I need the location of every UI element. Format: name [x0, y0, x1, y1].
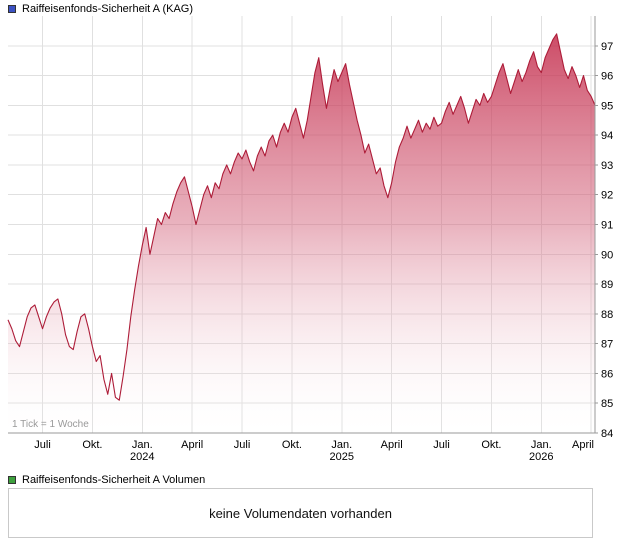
- volume-panel: keine Volumendaten vorhanden: [8, 488, 593, 538]
- svg-text:Juli: Juli: [433, 439, 450, 451]
- svg-text:Juli: Juli: [234, 439, 251, 451]
- svg-text:96: 96: [601, 71, 613, 83]
- svg-text:Jan.: Jan.: [132, 439, 153, 451]
- svg-text:April: April: [181, 439, 203, 451]
- price-legend-swatch: [8, 5, 16, 13]
- svg-text:93: 93: [601, 160, 613, 172]
- svg-text:90: 90: [601, 249, 613, 261]
- price-legend: Raiffeisenfonds-Sicherheit A (KAG): [8, 3, 193, 15]
- svg-text:Jan.: Jan.: [331, 439, 352, 451]
- svg-text:2024: 2024: [130, 451, 154, 463]
- tick-note: 1 Tick = 1 Woche: [12, 419, 89, 430]
- svg-text:87: 87: [601, 339, 613, 351]
- svg-text:Juli: Juli: [34, 439, 51, 451]
- svg-text:85: 85: [601, 398, 613, 410]
- volume-legend-swatch: [8, 476, 16, 484]
- svg-text:2026: 2026: [529, 451, 553, 463]
- svg-text:97: 97: [601, 41, 613, 53]
- volume-legend-label: Raiffeisenfonds-Sicherheit A Volumen: [22, 474, 206, 486]
- svg-text:April: April: [572, 439, 594, 451]
- volume-message: keine Volumendaten vorhanden: [209, 505, 392, 521]
- price-legend-label: Raiffeisenfonds-Sicherheit A (KAG): [22, 3, 193, 15]
- price-area: [8, 33, 595, 434]
- svg-text:94: 94: [601, 130, 613, 142]
- volume-legend: Raiffeisenfonds-Sicherheit A Volumen: [8, 474, 205, 486]
- price-chart[interactable]: 84 85 86 87 88 89 90 91 92 93 94 95 96 97 Juli Okt. Jan.…: [0, 0, 620, 468]
- svg-text:84: 84: [601, 428, 613, 440]
- svg-text:91: 91: [601, 220, 613, 232]
- svg-text:2025: 2025: [330, 451, 354, 463]
- svg-text:Okt.: Okt.: [481, 439, 501, 451]
- svg-text:Jan.: Jan.: [531, 439, 552, 451]
- svg-text:86: 86: [601, 368, 613, 380]
- svg-text:88: 88: [601, 309, 613, 321]
- svg-text:89: 89: [601, 279, 613, 291]
- y-axis-labels: 84 85 86 87 88 89 90 91 92 93 94 95 96 97: [595, 41, 613, 440]
- svg-text:Okt.: Okt.: [82, 439, 102, 451]
- svg-text:92: 92: [601, 190, 613, 202]
- svg-text:Okt.: Okt.: [282, 439, 302, 451]
- svg-text:95: 95: [601, 100, 613, 112]
- svg-text:April: April: [381, 439, 403, 451]
- price-line: [7, 33, 596, 401]
